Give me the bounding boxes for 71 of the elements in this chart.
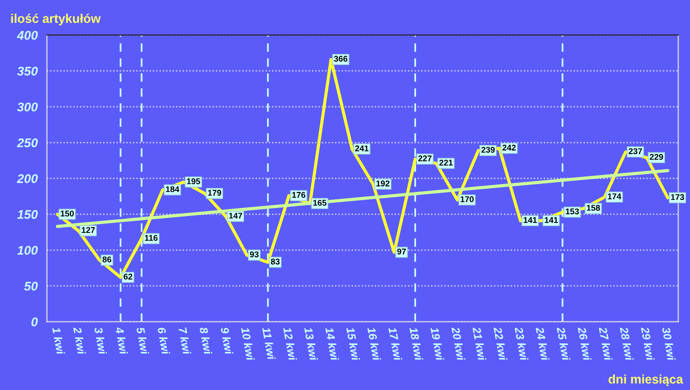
data-label: 83 (270, 258, 280, 265)
x-tick-label: 30 kwi (662, 326, 676, 362)
x-tick-label: 19 kwi (430, 326, 444, 362)
x-tick-label: 20 kwi (451, 326, 466, 362)
x-tick-label: 1 kwi (52, 326, 65, 355)
x-tick-label: 6 kwi (157, 327, 170, 355)
y-tick-label: 250 (16, 138, 38, 148)
x-tick-label: 18 kwi (409, 326, 424, 362)
x-tick-label: 21 kwi (472, 326, 486, 362)
x-tick-label: 7 kwi (178, 327, 192, 355)
data-label: 242 (502, 144, 516, 150)
data-label: 195 (187, 178, 200, 184)
x-tick-label: 24 kwi (536, 326, 550, 362)
data-label: 86 (102, 256, 112, 262)
x-tick-label: 12 kwi (283, 326, 297, 362)
data-label: 127 (82, 227, 95, 233)
x-tick-label: 17 kwi (388, 326, 402, 362)
y-tick-label: 300 (17, 102, 38, 112)
data-label: 141 (524, 217, 537, 223)
y-tick-label: 350 (17, 66, 38, 76)
data-label: 147 (229, 212, 242, 219)
data-label: 116 (144, 234, 158, 241)
data-label: 158 (586, 204, 600, 211)
x-tick-label: 27 kwi (598, 326, 613, 362)
y-axis-title: ilość artykułów (11, 14, 101, 26)
x-tick-label: 23 kwi (514, 326, 528, 362)
data-label: 184 (166, 186, 180, 192)
x-tick-label: 10 kwi (241, 326, 255, 362)
x-tick-label: 29 kwi (640, 326, 655, 362)
data-label: 239 (481, 146, 495, 153)
x-tick-label: 13 kwi (304, 326, 318, 362)
x-tick-label: 11 kwi (262, 326, 276, 360)
data-label: 221 (439, 160, 453, 166)
data-label: 176 (292, 192, 306, 198)
x-axis-title: dni miesiąca (608, 374, 684, 386)
x-tick-label: 5 kwi (136, 326, 150, 355)
data-label: 165 (313, 200, 326, 206)
x-tick-label: 2 kwi (73, 326, 86, 355)
y-tick-label: 150 (17, 210, 38, 219)
y-tick-label: 50 (24, 282, 38, 291)
x-tick-label: 15 kwi (346, 326, 360, 362)
y-tick-label: 100 (17, 246, 38, 255)
x-tick-label: 8 kwi (199, 326, 212, 355)
x-tick-label: 28 kwi (620, 326, 634, 362)
x-tick-label: 14 kwi (325, 326, 340, 362)
x-tick-label: 26 kwi (578, 326, 592, 362)
data-label: 97 (397, 248, 406, 254)
x-tick-label: 3 kwi (94, 326, 108, 355)
data-label: 366 (334, 56, 348, 62)
data-label: 150 (60, 210, 74, 216)
data-label: 170 (460, 196, 474, 202)
data-label: 174 (608, 193, 622, 200)
data-label: 179 (208, 190, 222, 196)
x-tick-label: 16 kwi (367, 326, 382, 362)
data-label: 241 (355, 145, 369, 152)
data-label: 153 (566, 208, 579, 214)
x-tick-label: 22 kwi (494, 326, 508, 362)
y-tick-label: 0 (31, 318, 38, 326)
data-label: 227 (418, 155, 432, 162)
x-tick-label: 9 kwi (220, 326, 234, 355)
y-tick-label: 400 (16, 30, 38, 40)
x-tick-label: 4 kwi (115, 326, 128, 355)
data-label: 62 (124, 274, 132, 280)
data-label: 229 (650, 154, 664, 160)
data-label: 93 (250, 251, 259, 258)
data-label: 237 (628, 148, 642, 154)
data-label: 173 (671, 194, 684, 200)
y-tick-label: 200 (16, 174, 38, 184)
data-label: 192 (376, 180, 390, 186)
data-label: 141 (544, 217, 558, 223)
x-tick-label: 25 kwi (556, 326, 571, 362)
